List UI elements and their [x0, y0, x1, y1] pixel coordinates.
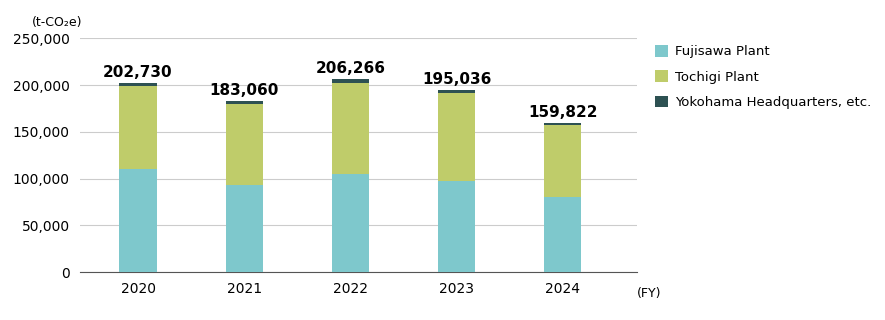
Bar [119, 83, 157, 86]
Text: 159,822: 159,822 [528, 105, 597, 120]
Bar [332, 79, 369, 83]
Text: (FY): (FY) [637, 287, 662, 300]
Bar [226, 101, 263, 104]
Bar [119, 86, 157, 169]
Bar [332, 83, 369, 174]
Text: 202,730: 202,730 [104, 65, 173, 80]
Text: 183,060: 183,060 [210, 83, 279, 98]
Text: (t-CO₂e): (t-CO₂e) [32, 16, 83, 29]
Bar [332, 174, 369, 272]
Bar [226, 185, 263, 272]
Bar [544, 197, 581, 272]
Bar [438, 92, 475, 181]
Text: 195,036: 195,036 [422, 72, 491, 87]
Bar [544, 125, 581, 197]
Bar [226, 104, 263, 185]
Bar [544, 123, 581, 125]
Legend: Fujisawa Plant, Tochigi Plant, Yokohama Headquarters, etc.: Fujisawa Plant, Tochigi Plant, Yokohama … [655, 45, 871, 109]
Bar [438, 90, 475, 92]
Bar [119, 169, 157, 272]
Bar [438, 181, 475, 272]
Text: 206,266: 206,266 [315, 61, 386, 76]
